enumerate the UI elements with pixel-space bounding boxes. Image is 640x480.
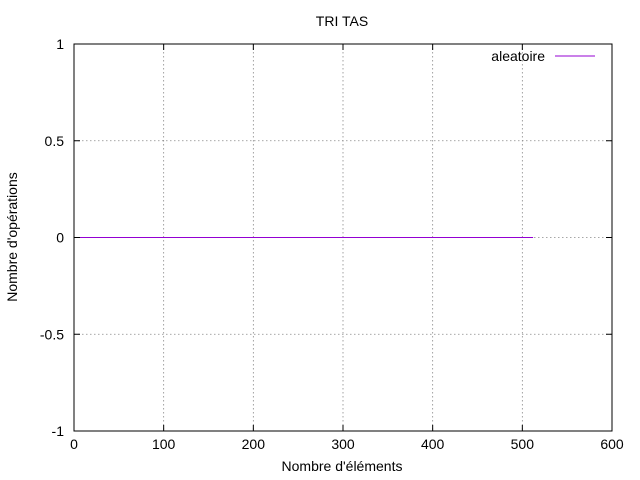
- chart-title: TRI TAS: [316, 13, 368, 29]
- y-tick-label: 0.5: [45, 133, 65, 149]
- x-tick-label: 600: [600, 436, 624, 452]
- legend-label: aleatoire: [491, 48, 545, 64]
- y-axis-title: Nombre d'opérations: [4, 172, 20, 302]
- x-tick-label: 100: [152, 436, 176, 452]
- x-tick-label: 200: [242, 436, 266, 452]
- y-tick-label: -0.5: [40, 326, 64, 342]
- legend: aleatoire: [491, 48, 595, 64]
- x-tick-label: 500: [511, 436, 535, 452]
- x-tick-label: 0: [70, 436, 78, 452]
- x-axis-title: Nombre d'éléments: [282, 458, 403, 474]
- x-tick-label: 300: [331, 436, 355, 452]
- y-tick-label: 0: [56, 230, 64, 246]
- axis-ticks: 0 100 200 300 400 500 600 -1 -0.5 0 0.5 1: [40, 36, 624, 452]
- y-tick-label: -1: [52, 423, 65, 439]
- y-tick-label: 1: [56, 36, 64, 52]
- x-tick-label: 400: [421, 436, 445, 452]
